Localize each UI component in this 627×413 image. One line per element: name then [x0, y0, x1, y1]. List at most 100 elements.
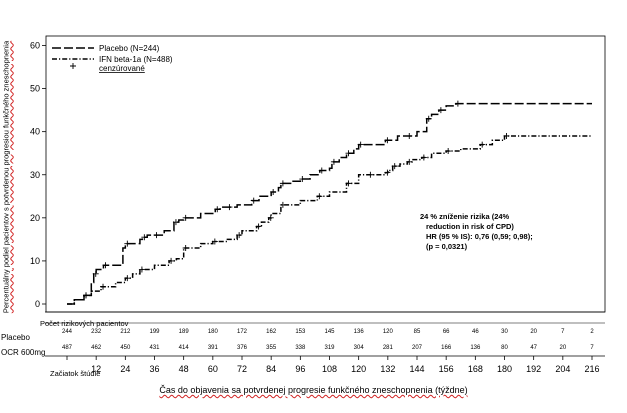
- x-tick-label-7: 84: [266, 364, 276, 374]
- y-tick-label-0: 0: [35, 299, 40, 309]
- censor-mark-1-18: [255, 223, 262, 230]
- censor-mark-0-20: [226, 204, 233, 211]
- risk-value-r0-1: 232: [91, 329, 102, 335]
- risk-value-r0-13: 66: [443, 329, 450, 335]
- risk-value-r0-9: 145: [324, 329, 335, 335]
- y-tick-label-5: 50: [30, 84, 40, 94]
- censor-mark-1-36: [420, 154, 427, 161]
- censor-mark-1-20: [267, 214, 274, 221]
- risk-value-r1-6: 376: [237, 345, 248, 351]
- risk-value-r0-16: 20: [530, 329, 537, 335]
- censor-mark-1-14: [211, 238, 218, 245]
- censor-mark-0-34: [345, 150, 352, 157]
- censor-mark-0-4: [92, 270, 99, 277]
- risk-value-r0-5: 180: [208, 329, 219, 335]
- censor-mark-1-12: [182, 244, 189, 251]
- x-tick-label-5: 60: [208, 364, 218, 374]
- risk-value-r0-4: 189: [179, 329, 190, 335]
- risk-value-r0-14: 46: [472, 329, 479, 335]
- censor-mark-1-42: [503, 132, 510, 139]
- censor-mark-0-40: [406, 132, 413, 139]
- y-tick-label-2: 20: [30, 213, 40, 223]
- risk-value-r1-15: 80: [501, 345, 508, 351]
- risk-value-r0-2: 212: [120, 329, 131, 335]
- y-tick-label-4: 40: [30, 127, 40, 137]
- censor-mark-1-22: [279, 201, 286, 208]
- annotation-line-4: (p = 0,0321): [426, 242, 468, 251]
- legend: Placebo (N=244) IFN beta-1a (N=488)cenzúr…: [52, 44, 173, 73]
- censor-mark-0-18: [214, 206, 221, 213]
- censor-mark-0-12: [153, 232, 160, 239]
- legend-label-1: IFN beta-1a (N=488): [99, 55, 173, 64]
- risk-value-r1-18: 7: [590, 345, 594, 351]
- risk-value-r0-15: 30: [501, 329, 508, 335]
- censor-mark-0-16: [182, 214, 189, 221]
- risk-value-r1-12: 207: [412, 345, 423, 351]
- legend-censor-mark: [70, 63, 76, 69]
- risk-value-r1-10: 304: [354, 345, 365, 351]
- censor-mark-0-28: [299, 176, 306, 183]
- censor-mark-1-28: [367, 171, 374, 178]
- risk-table-values: 244 232 212 199 189 180 172 162 153 145 136 120 85 66…: [62, 329, 594, 351]
- annotation-line-2: reduction in risk of CPD): [426, 222, 514, 231]
- series-line-1: [67, 135, 592, 305]
- censor-mark-0-8: [124, 240, 131, 247]
- censor-mark-1-4: [100, 283, 107, 290]
- censor-mark-0-36: [357, 141, 364, 148]
- risk-table-title: Počet rizikových pacientov: [40, 319, 129, 328]
- censor-mark-1-2: [83, 292, 90, 299]
- risk-value-r0-8: 153: [295, 329, 306, 335]
- risk-value-r0-11: 120: [383, 329, 394, 335]
- risk-value-r0-18: 2: [590, 329, 594, 335]
- risk-value-r0-6: 172: [237, 329, 248, 335]
- risk-value-r1-1: 462: [91, 345, 102, 351]
- legend-censor-label: cenzúrované: [99, 64, 145, 73]
- series-line-0: [67, 102, 592, 305]
- x-tick-label-1: 12: [91, 364, 101, 374]
- risk-value-r1-14: 136: [470, 345, 481, 351]
- censor-mark-0-44: [437, 107, 444, 114]
- censor-mark-1-10: [168, 257, 175, 264]
- x-tick-label-11: 132: [380, 364, 395, 374]
- censor-mark-0-14: [172, 219, 179, 226]
- censor-mark-0-10: [141, 234, 148, 241]
- censor-mark-1-26: [345, 180, 352, 187]
- risk-value-r1-9: 319: [324, 345, 335, 351]
- risk-value-r1-7: 355: [266, 345, 277, 351]
- censor-mark-0-42: [425, 115, 432, 122]
- risk-value-r0-3: 199: [149, 329, 160, 335]
- risk-value-r0-10: 136: [354, 329, 365, 335]
- x-tick-label-16: 192: [526, 364, 541, 374]
- censor-mark-0-22: [250, 197, 257, 204]
- censor-mark-1-34: [406, 158, 413, 165]
- x-tick-label-4: 48: [179, 364, 189, 374]
- risk-value-r0-7: 162: [266, 329, 277, 335]
- censor-mark-0-6: [102, 262, 109, 269]
- risk-value-r0-0: 244: [62, 329, 73, 335]
- x-tick-label-17: 204: [555, 364, 570, 374]
- censor-mark-0-24: [270, 188, 277, 195]
- y-tick-label-3: 30: [30, 170, 40, 180]
- x-tick-label-13: 156: [439, 364, 454, 374]
- censor-mark-1-8: [138, 266, 145, 273]
- x-tick-label-9: 108: [322, 364, 337, 374]
- risk-value-r1-0: 487: [62, 345, 73, 351]
- censor-mark-1-24: [316, 193, 323, 200]
- risk-value-r1-3: 431: [149, 345, 160, 351]
- annotation-line-1: 24 % zníženie rizika (24%: [420, 212, 510, 221]
- x-tick-label-10: 120: [351, 364, 366, 374]
- x-tick-label-3: 36: [149, 364, 159, 374]
- censor-layer: [83, 100, 510, 299]
- risk-value-r0-12: 85: [414, 329, 421, 335]
- risk-value-r1-8: 338: [295, 345, 306, 351]
- censor-mark-1-32: [391, 163, 398, 170]
- censor-mark-0-46: [454, 100, 461, 107]
- x-tick-label-15: 180: [497, 364, 512, 374]
- legend-label-0: Placebo (N=244): [99, 44, 160, 53]
- risk-value-r1-2: 450: [120, 345, 131, 351]
- y-tick-label-6: 60: [30, 41, 40, 51]
- censor-mark-0-30: [318, 167, 325, 174]
- x-tick-label-6: 72: [237, 364, 247, 374]
